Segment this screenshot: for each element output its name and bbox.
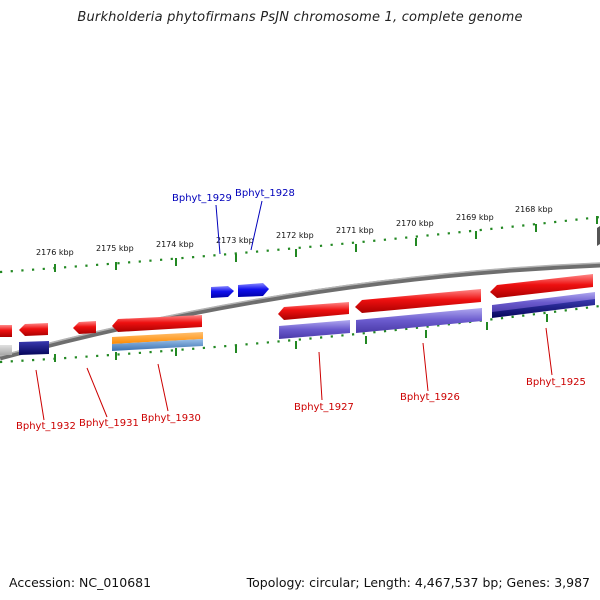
gene-label-bphyt-1928[interactable]: Bphyt_1928 (235, 188, 295, 199)
tick-label-2171: 2171 kbp (336, 226, 374, 235)
gene-label-bphyt-1925[interactable]: Bphyt_1925 (526, 377, 586, 388)
gene-label-bphyt-1926[interactable]: Bphyt_1926 (400, 392, 460, 403)
lower-scale-track (0, 304, 600, 364)
gene-bphyt-1930-arrow[interactable] (112, 315, 202, 332)
feature-bar-bphyt-1925-dark[interactable] (492, 299, 595, 318)
gene-bphyt-1925-arrow[interactable] (490, 274, 593, 298)
gene-label-bphyt-1931[interactable]: Bphyt_1931 (79, 418, 139, 429)
label-leader-lines (35, 200, 553, 421)
tick-label-2170: 2170 kbp (396, 219, 434, 228)
gene-bphyt-1932-arrow[interactable] (19, 323, 48, 336)
accession-label: Accession: NC_010681 (9, 575, 152, 590)
feature-bar-partial-grey[interactable] (0, 345, 12, 355)
chromosome-backbone (0, 262, 600, 361)
backbone-edge-marker (597, 226, 600, 246)
gene-bphyt-1931-arrow[interactable] (73, 321, 96, 334)
feature-bar-bphyt-1927[interactable] (279, 320, 350, 339)
feature-bar-bphyt-1926[interactable] (356, 308, 482, 333)
gene-bphyt-1926-arrow[interactable] (355, 289, 481, 313)
tick-label-2169: 2169 kbp (456, 213, 494, 222)
tick-label-2174: 2174 kbp (156, 240, 194, 249)
tick-label-2172: 2172 kbp (276, 231, 314, 240)
gene-label-bphyt-1930[interactable]: Bphyt_1930 (141, 413, 201, 424)
tick-label-2168: 2168 kbp (515, 205, 553, 214)
feature-bar-bphyt-1930-cds[interactable] (112, 339, 203, 351)
feature-bar-bphyt-1932[interactable] (19, 341, 49, 355)
lower-scale-ticks (54, 314, 548, 362)
gene-label-bphyt-1932[interactable]: Bphyt_1932 (16, 421, 76, 432)
gene-bphyt-1929-arrow[interactable] (211, 286, 234, 298)
gene-bphyt-1927-arrow[interactable] (278, 302, 349, 320)
gene-label-bphyt-1929[interactable]: Bphyt_1929 (172, 193, 232, 204)
tick-label-2175: 2175 kbp (96, 244, 134, 253)
gene-label-bphyt-1927[interactable]: Bphyt_1927 (294, 402, 354, 413)
upper-scale-ticks (54, 216, 598, 272)
chromosome-backbone-highlight (0, 262, 600, 357)
map-title: Burkholderia phytofirmans PsJN chromosom… (77, 10, 523, 25)
feature-bar-bphyt-1925[interactable] (492, 292, 595, 313)
tick-label-2176: 2176 kbp (36, 248, 74, 257)
genome-summary: Topology: circular; Length: 4,467,537 bp… (246, 575, 590, 590)
upper-scale-track (0, 215, 600, 274)
gene-partial-left-arrow[interactable] (0, 325, 12, 337)
tick-label-2173: 2173 kbp (216, 236, 254, 245)
gene-bphyt-1928-arrow[interactable] (238, 283, 269, 297)
feature-bar-bphyt-1930-rna[interactable] (112, 332, 203, 344)
